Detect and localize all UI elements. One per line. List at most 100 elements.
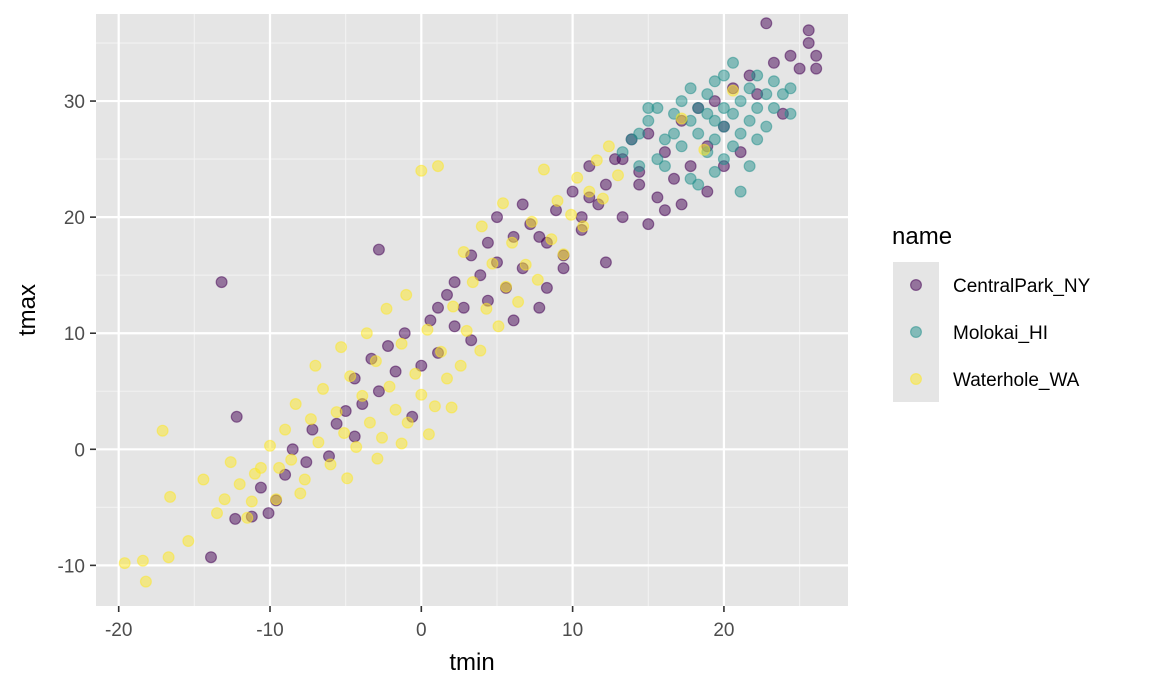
x-axis-title: tmin bbox=[449, 649, 494, 676]
scatter-point bbox=[294, 487, 307, 500]
scatter-point bbox=[372, 243, 385, 256]
scatter-point bbox=[692, 101, 705, 114]
scatter-point bbox=[230, 410, 243, 423]
scatter-point bbox=[441, 372, 454, 385]
scatter-point bbox=[784, 49, 797, 62]
scatter-point bbox=[708, 75, 721, 88]
scatter-point bbox=[486, 257, 499, 270]
scatter-point bbox=[460, 324, 473, 337]
scatter-point bbox=[616, 211, 629, 224]
scatter-point bbox=[448, 320, 461, 333]
scatter-point bbox=[701, 185, 714, 198]
scatter-point bbox=[156, 424, 169, 437]
scatter-point bbox=[369, 355, 382, 368]
scatter-point bbox=[136, 554, 149, 567]
legend-label: CentralPark_NY bbox=[953, 276, 1091, 297]
scatter-point bbox=[658, 146, 671, 159]
scatter-point bbox=[551, 194, 564, 207]
legend-items: CentralPark_NY Molokai_HI Waterhole_WA bbox=[909, 276, 1091, 391]
y-tick-label: 20 bbox=[64, 208, 85, 229]
scatter-point bbox=[675, 140, 688, 153]
scatter-point bbox=[395, 437, 408, 450]
scatter-point bbox=[415, 164, 428, 177]
minor-gridlines bbox=[96, 14, 848, 606]
scatter-point bbox=[512, 295, 525, 308]
scatter-point bbox=[215, 276, 228, 289]
scatter-point bbox=[537, 163, 550, 176]
scatter-point bbox=[531, 273, 544, 286]
scatter-point bbox=[557, 248, 570, 261]
series-Waterhole_WA bbox=[118, 84, 739, 588]
scatter-point bbox=[577, 220, 590, 233]
scatter-point bbox=[289, 398, 302, 411]
scatter-point bbox=[480, 302, 493, 315]
scatter-point bbox=[398, 327, 411, 340]
scatter-point bbox=[376, 431, 389, 444]
scatter-point bbox=[409, 367, 422, 380]
scatter-point bbox=[599, 178, 612, 191]
scatter-point bbox=[698, 143, 711, 156]
scatter-point bbox=[312, 436, 325, 449]
scatter-point bbox=[273, 461, 286, 474]
scatter-point bbox=[717, 153, 730, 166]
x-tick-label: 10 bbox=[562, 620, 583, 641]
scatter-point bbox=[726, 84, 739, 97]
scatter-point bbox=[457, 246, 470, 259]
scatter-point bbox=[519, 258, 532, 271]
scatter-point bbox=[341, 472, 354, 485]
scatter-point bbox=[233, 478, 246, 491]
legend-label: Waterhole_WA bbox=[953, 370, 1080, 391]
scatter-point bbox=[743, 82, 756, 95]
scatter-point bbox=[270, 493, 283, 506]
scatter-point bbox=[182, 534, 195, 547]
scatter-point bbox=[692, 178, 705, 191]
scatter-point bbox=[642, 101, 655, 114]
scatter-point bbox=[667, 172, 680, 185]
legend-title: name bbox=[892, 223, 952, 250]
scatter-point bbox=[380, 302, 393, 315]
scatter-point bbox=[802, 36, 815, 49]
scatter-point bbox=[734, 95, 747, 108]
scatter-point bbox=[400, 288, 413, 301]
scatter-point bbox=[445, 401, 458, 414]
scatter-point bbox=[734, 185, 747, 198]
scatter-point bbox=[500, 280, 513, 293]
scatter-point bbox=[360, 327, 373, 340]
scatter-point bbox=[415, 359, 428, 372]
scatter-point bbox=[229, 512, 242, 525]
scatter-point bbox=[164, 490, 177, 503]
scatter-point bbox=[481, 236, 494, 249]
legend-label: Molokai_HI bbox=[953, 323, 1048, 344]
scatter-point bbox=[684, 82, 697, 95]
scatter-point bbox=[642, 114, 655, 127]
scatter-point bbox=[684, 160, 697, 173]
scatter-point bbox=[708, 165, 721, 178]
scatter-point bbox=[633, 160, 646, 173]
y-tick-label: -10 bbox=[58, 556, 85, 577]
scatter-point bbox=[760, 88, 773, 101]
scatter-point bbox=[395, 337, 408, 350]
scatter-point bbox=[717, 101, 730, 114]
scatter-point bbox=[751, 101, 764, 114]
scatter-point bbox=[784, 107, 797, 120]
scatter-point bbox=[363, 416, 376, 429]
scatter-point bbox=[415, 388, 428, 401]
scatter-point bbox=[401, 416, 414, 429]
legend-key bbox=[909, 279, 922, 292]
scatter-point bbox=[611, 169, 624, 182]
data-points bbox=[118, 17, 823, 588]
scatter-point bbox=[264, 439, 277, 452]
scatter-point bbox=[241, 511, 254, 524]
scatter-point bbox=[350, 441, 363, 454]
scatter-point bbox=[389, 365, 402, 378]
scatter-point bbox=[616, 146, 629, 159]
scatter-point bbox=[441, 288, 454, 301]
scatter-point bbox=[454, 359, 467, 372]
scatter-point bbox=[651, 153, 664, 166]
scatter-point bbox=[726, 140, 739, 153]
scatter-point bbox=[633, 127, 646, 140]
scatter-point bbox=[285, 453, 298, 466]
x-axis-ticks: -20 -10 0 10 20 bbox=[105, 606, 734, 641]
scatter-point bbox=[475, 220, 488, 233]
